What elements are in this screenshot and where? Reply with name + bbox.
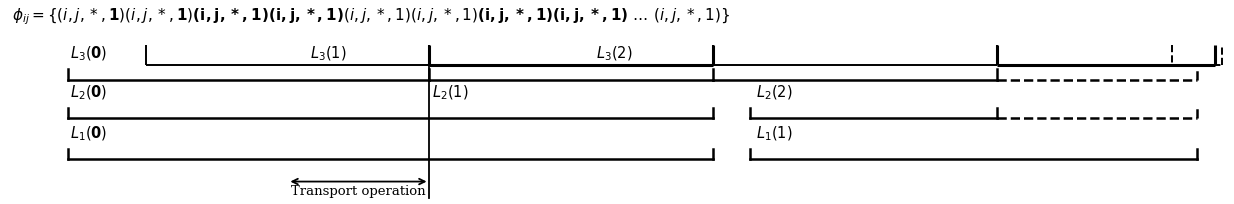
Text: $L_2(1)$: $L_2(1)$	[432, 84, 469, 102]
Text: Transport operation: Transport operation	[291, 185, 426, 198]
Text: $L_2(2)$: $L_2(2)$	[756, 84, 793, 102]
Text: $L_2(\mathbf{0})$: $L_2(\mathbf{0})$	[70, 84, 107, 102]
Text: $L_1(1)$: $L_1(1)$	[756, 124, 793, 143]
Text: $L_3(\mathbf{0})$: $L_3(\mathbf{0})$	[70, 45, 107, 63]
Text: $L_1(\mathbf{0})$: $L_1(\mathbf{0})$	[70, 124, 107, 143]
Text: $\phi_{ij} = \{$$(i,j,*,\mathbf{1})$$(i,j,*,\mathbf{1})$$\mathbf{(i,j,*,1)}$$\ma: $\phi_{ij} = \{$$(i,j,*,\mathbf{1})$$(i,…	[12, 6, 731, 27]
Text: $L_3(2)$: $L_3(2)$	[596, 45, 633, 63]
Text: $L_3(1)$: $L_3(1)$	[311, 45, 347, 63]
